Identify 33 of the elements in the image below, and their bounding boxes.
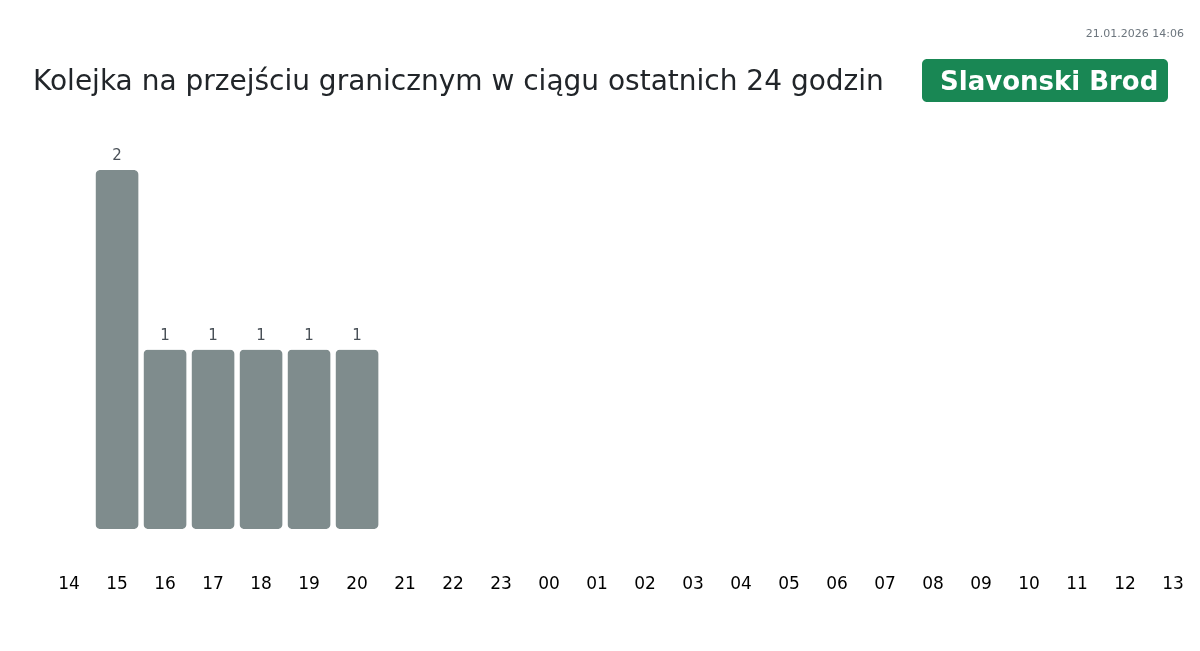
chart-subtitle: Slavonski Brod xyxy=(940,66,1159,96)
x-tick-label: 14 xyxy=(58,572,80,593)
x-tick-label: 03 xyxy=(682,572,704,593)
x-tick-label: 06 xyxy=(826,572,848,593)
x-tick-label: 11 xyxy=(1066,572,1088,593)
x-tick-label: 05 xyxy=(778,572,800,593)
data-label: 1 xyxy=(352,325,362,344)
x-tick-label: 08 xyxy=(922,572,944,593)
text: 21.01.2026 14:06 xyxy=(1085,27,1184,40)
x-tick-label: 23 xyxy=(490,572,512,593)
x-tick-label: 18 xyxy=(250,572,272,593)
x-tick-label: 16 xyxy=(154,572,176,593)
x-tick-label: 10 xyxy=(1018,572,1040,593)
x-tick-label: 09 xyxy=(970,572,992,593)
data-label: 1 xyxy=(160,325,170,344)
x-tick-label: 19 xyxy=(298,572,320,593)
data-label: 2 xyxy=(112,146,122,164)
data-label: 1 xyxy=(256,325,266,344)
x-tick-label: 20 xyxy=(346,572,368,593)
data-label: 1 xyxy=(208,325,218,344)
x-tick-label: 02 xyxy=(634,572,656,593)
chart-title: Kolejka na przejściu granicznym w ciągu ostatnich 24 godzin xyxy=(33,64,884,97)
x-tick-label: 15 xyxy=(106,572,128,593)
x-tick-label: 12 xyxy=(1114,572,1136,593)
x-tick-label: 04 xyxy=(730,572,752,593)
x-tick-label: 21 xyxy=(394,572,416,593)
x-tick-label: 00 xyxy=(538,572,560,593)
x-tick-label: 01 xyxy=(586,572,608,593)
x-tick-label: 17 xyxy=(202,572,224,593)
x-tick-label: 13 xyxy=(1162,572,1184,593)
x-tick-label: 07 xyxy=(874,572,896,593)
x-tick-label: 22 xyxy=(442,572,464,593)
data-label: 1 xyxy=(304,325,314,344)
